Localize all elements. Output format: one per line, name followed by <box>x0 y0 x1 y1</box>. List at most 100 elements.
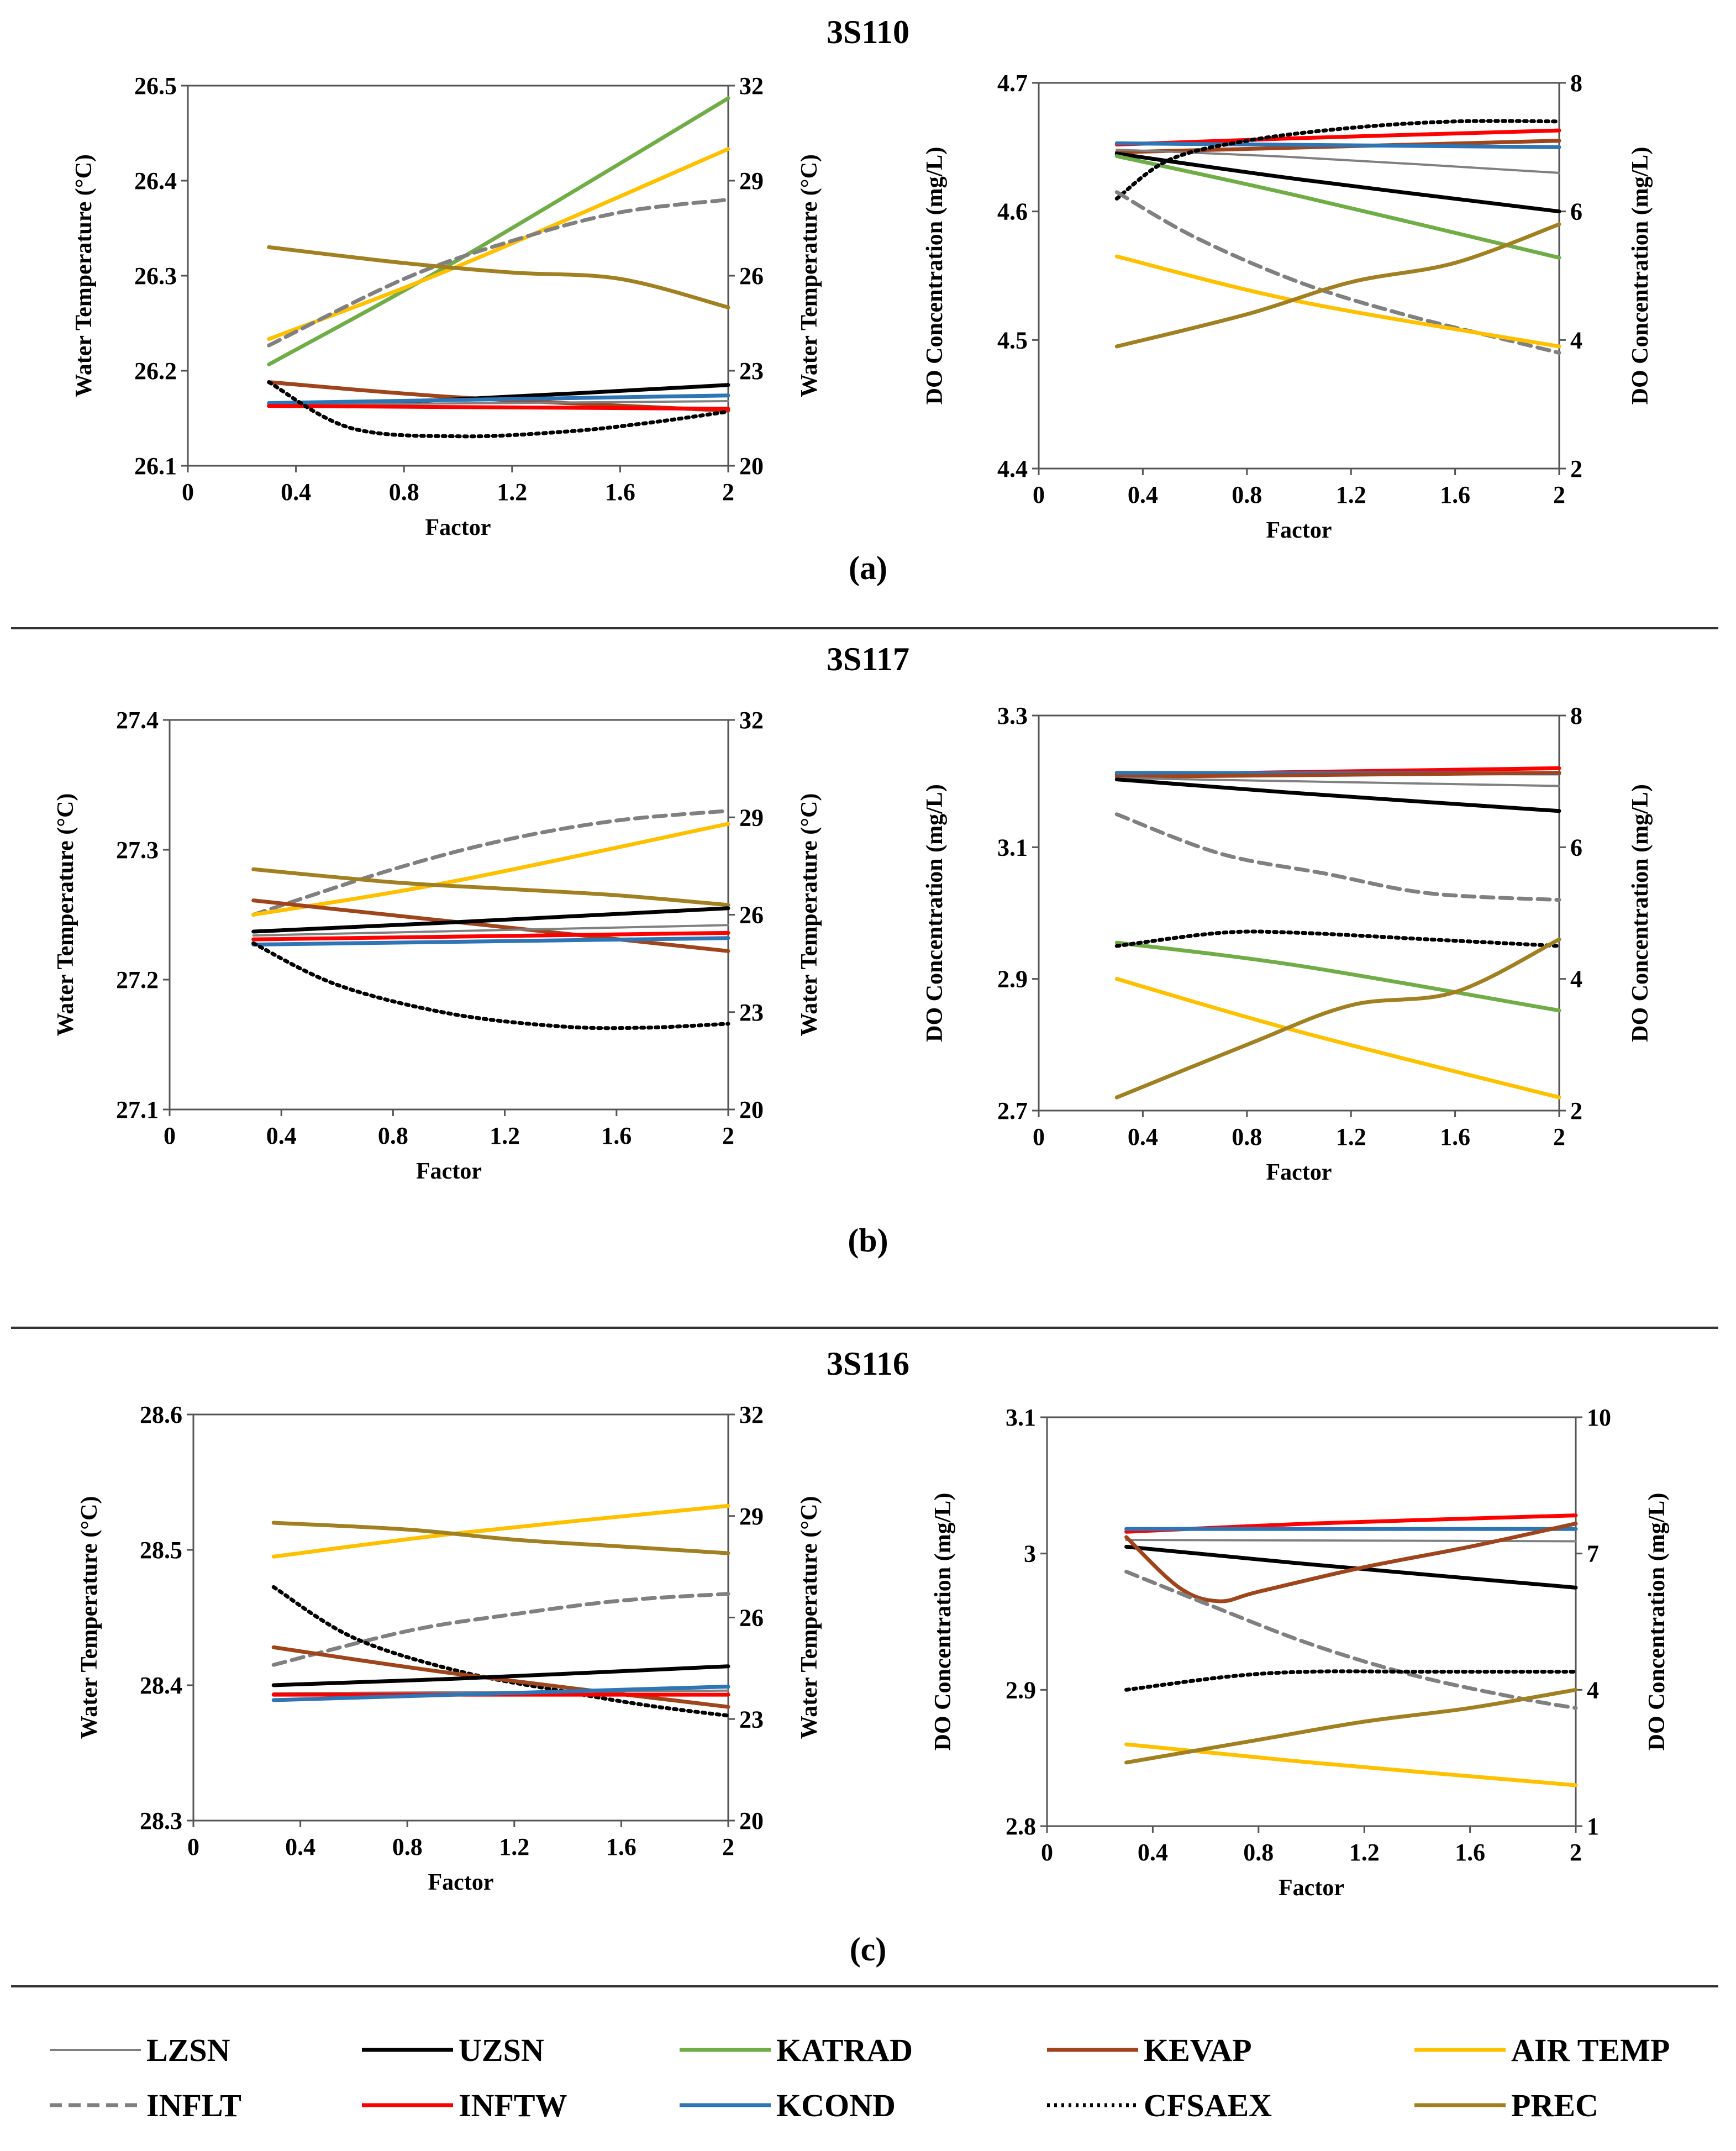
x-tick-label: 0.4 <box>1128 481 1158 508</box>
x-tick-label: 1.6 <box>1455 1839 1485 1866</box>
series-line-inflt <box>1124 1570 1578 1710</box>
x-tick-label: 0.4 <box>285 1833 315 1860</box>
series-line-air-temp <box>271 1503 730 1559</box>
x-axis-label: Factor <box>1279 1875 1344 1901</box>
x-tick-label: 1.2 <box>490 1122 520 1149</box>
y2-tick-label: 20 <box>739 1807 764 1834</box>
y-tick-label: 2.9 <box>1006 1676 1036 1703</box>
x-tick-label: 1.2 <box>1336 1123 1366 1150</box>
x-tick-label: 0.8 <box>1232 1123 1262 1150</box>
x-tick-label: 1.2 <box>497 478 527 506</box>
series-line-air-temp <box>1114 254 1561 349</box>
x-tick-label: 0 <box>1033 1123 1045 1150</box>
y2-tick-label: 26 <box>739 902 764 929</box>
y2-tick-label: 20 <box>739 453 764 480</box>
y-tick-label: 26.2 <box>134 357 177 385</box>
y-tick-label: 27.1 <box>116 1096 159 1123</box>
chart-c-temp: 28.3 28.4 28.5 28.6 20 23 26 29 32 0 0.4 0.8 1.2 1.6 2… <box>77 1401 822 1895</box>
x-tick-label: 0.4 <box>1128 1123 1158 1150</box>
y2-tick-label: 29 <box>739 167 764 194</box>
legend-label: LZSN <box>146 2032 230 2068</box>
series-line-prec <box>251 867 730 907</box>
y2-tick-label: 4 <box>1587 1676 1599 1703</box>
panel-label-a: (a) <box>849 550 887 586</box>
series-line-cfsaex <box>251 941 730 1030</box>
legend-label: PREC <box>1511 2087 1598 2123</box>
series-line-katrad <box>267 96 730 367</box>
legend-label: INFLT <box>146 2087 241 2123</box>
legend-item-uzsn: UZSN <box>362 2032 544 2068</box>
y-tick-label: 3.1 <box>997 834 1028 861</box>
chart-b-temp: 27.1 27.2 27.3 27.4 20 23 26 29 32 0 0.4 0.8 1.2 1.6 2… <box>53 707 822 1184</box>
y-tick-label: 2.8 <box>1006 1813 1036 1840</box>
y-tick-label: 28.6 <box>140 1401 182 1428</box>
station-title-3S116: 3S116 <box>827 1345 909 1382</box>
series-line-inflt <box>271 1592 730 1667</box>
plot-frame <box>1038 82 1560 470</box>
x-tick-label: 0.8 <box>1243 1839 1274 1866</box>
legend-label: KCOND <box>776 2087 896 2123</box>
x-tick-label: 1.6 <box>605 478 635 506</box>
series-line-prec <box>1124 1687 1578 1765</box>
legend-label: AIR TEMP <box>1511 2032 1670 2068</box>
series-line-kevap <box>1114 771 1561 779</box>
legend: LZSN UZSN KATRAD KEVAP AIR TEMP INFLT INFTW KCO… <box>50 2032 1670 2123</box>
series-line-uzsn <box>1114 777 1561 813</box>
legend-item-inflt: INFLT <box>50 2087 241 2123</box>
plot-frame <box>192 1413 729 1822</box>
x-tick-label: 0 <box>164 1122 176 1149</box>
y2-tick-label: 8 <box>1570 702 1582 729</box>
y-tick-label: 27.3 <box>116 837 159 864</box>
y2-tick-label: 26 <box>739 1605 764 1632</box>
x-tick-label: 1.2 <box>1336 481 1366 508</box>
plot-frame <box>1046 1416 1577 1827</box>
y2-tick-label: 23 <box>739 357 764 385</box>
x-tick-label: 2 <box>722 1122 734 1149</box>
y-tick-label: 26.5 <box>134 72 177 99</box>
series-line-lzsn <box>1116 777 1560 787</box>
y-tick-label: 28.3 <box>140 1807 182 1834</box>
series-line-katrad <box>1114 940 1561 1013</box>
series-line-uzsn <box>1114 151 1561 214</box>
y-tick-label: 3 <box>1024 1540 1036 1568</box>
legend-item-katrad: KATRAD <box>680 2032 913 2068</box>
y2-axis-label: DO Concentration (mg/L) <box>1628 147 1653 405</box>
series-line-cfsaex <box>1114 929 1561 948</box>
x-tick-label: 2 <box>722 478 734 506</box>
series-line-kcond <box>267 393 730 405</box>
y-tick-label: 26.4 <box>134 167 177 194</box>
y2-tick-label: 32 <box>739 72 764 99</box>
y2-tick-label: 32 <box>739 1401 764 1428</box>
y2-tick-label: 23 <box>739 1706 764 1733</box>
y-tick-label: 4.6 <box>997 198 1028 225</box>
y-tick-label: 2.7 <box>997 1097 1028 1124</box>
x-tick-label: 0.8 <box>389 478 419 506</box>
series-line-katrad <box>1114 154 1561 260</box>
y2-tick-label: 29 <box>739 804 764 831</box>
y2-tick-label: 23 <box>739 999 764 1026</box>
y-axis-label: Water Temperature (°C) <box>77 1496 102 1739</box>
y-axis-label: Water Temperature (°C) <box>71 154 97 397</box>
x-tick-label: 1.6 <box>1440 1123 1470 1150</box>
series-line-inflt <box>267 197 730 348</box>
series-line-kcond <box>271 1684 730 1702</box>
station-title-3S117: 3S117 <box>827 641 909 677</box>
series-line-cfsaex <box>267 380 730 439</box>
series-line-prec <box>1114 937 1561 1100</box>
series-line-inflt <box>1114 190 1561 355</box>
x-tick-label: 2 <box>1570 1839 1582 1866</box>
y-axis-label: DO Concentration (mg/L) <box>930 1493 956 1751</box>
series-line-cfsaex <box>1124 1669 1578 1692</box>
y-tick-label: 2.9 <box>997 966 1028 993</box>
y2-tick-label: 20 <box>739 1096 764 1123</box>
legend-item-air-temp: AIR TEMP <box>1414 2032 1670 2068</box>
x-axis-label: Factor <box>425 515 491 540</box>
x-axis-label: Factor <box>1266 518 1332 543</box>
y2-tick-label: 7 <box>1587 1540 1599 1568</box>
y2-axis-label: Water Temperature (°C) <box>797 1496 822 1739</box>
series-line-uzsn <box>1124 1544 1578 1590</box>
series-line-air-temp <box>1114 977 1561 1100</box>
y2-tick-label: 10 <box>1587 1404 1611 1431</box>
x-tick-label: 1.2 <box>1349 1839 1380 1866</box>
